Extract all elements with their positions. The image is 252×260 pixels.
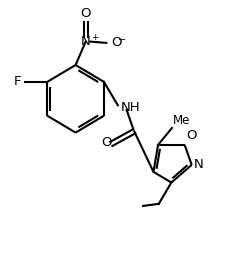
- Text: +: +: [91, 33, 98, 42]
- Text: NH: NH: [120, 101, 140, 114]
- Text: O: O: [80, 7, 91, 20]
- Text: N: N: [81, 35, 90, 48]
- Text: F: F: [14, 75, 21, 88]
- Text: Me: Me: [173, 114, 191, 127]
- Text: O: O: [186, 129, 196, 142]
- Text: −: −: [118, 35, 127, 45]
- Text: O: O: [111, 36, 121, 49]
- Text: O: O: [101, 136, 111, 149]
- Text: N: N: [194, 158, 204, 171]
